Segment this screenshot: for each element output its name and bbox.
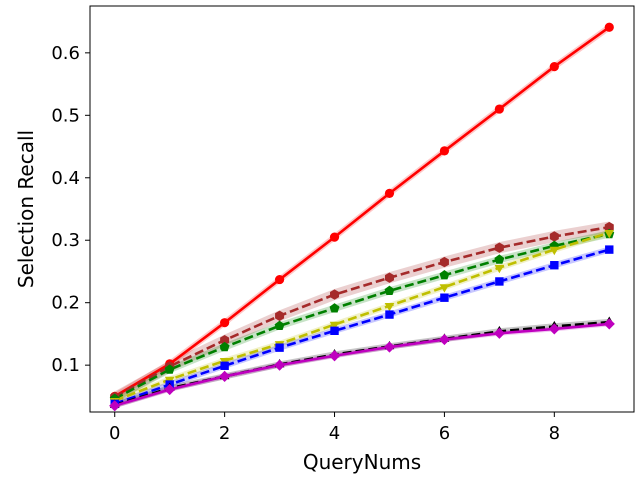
series-1-point	[274, 274, 285, 285]
series-1-point	[494, 104, 504, 114]
series-markers	[109, 22, 615, 412]
series-1-point	[329, 232, 340, 242]
y-tick-label: 0.6	[51, 43, 80, 64]
y-tick-label: 0.1	[51, 355, 80, 376]
series-7-line	[114, 322, 610, 407]
series-7-point	[493, 327, 505, 339]
series-3-point	[274, 320, 285, 331]
series-5-point	[220, 361, 229, 370]
x-tick-label: 4	[329, 423, 340, 444]
series-7-point	[328, 350, 341, 362]
series-2-point	[384, 272, 394, 283]
x-tick-label: 6	[439, 423, 450, 444]
series-7-point	[438, 333, 451, 346]
x-tick-label: 0	[109, 423, 120, 444]
x-tick-label: 2	[219, 423, 230, 444]
series-4-line	[114, 231, 610, 402]
series-2-point	[220, 334, 230, 346]
series-3-point	[164, 364, 175, 374]
series-7-point	[164, 383, 176, 396]
series-5-band	[114, 246, 610, 407]
series-1-band	[114, 23, 610, 401]
series-5-point	[440, 293, 449, 302]
series-2-point	[439, 256, 449, 268]
series-7-point	[219, 370, 231, 382]
series-2-point	[330, 289, 340, 300]
series-5-line	[114, 248, 610, 406]
series-2-line	[114, 225, 610, 399]
series-3-point	[494, 254, 505, 264]
y-tick-label: 0.5	[51, 105, 80, 126]
series-4-point	[549, 246, 560, 256]
series-2-band	[114, 221, 610, 403]
series-2-point	[494, 242, 504, 253]
x-axis-title: QueryNums	[303, 450, 421, 474]
series-5-point	[495, 277, 504, 286]
series-4-point	[384, 303, 395, 312]
plot-frame	[89, 5, 635, 413]
series-lines	[114, 26, 611, 407]
x-tick-label: 8	[549, 423, 560, 444]
y-tick-label: 0.3	[51, 230, 80, 251]
series-5-point	[330, 326, 339, 335]
series-1-point	[384, 188, 395, 198]
series-7-band	[114, 321, 610, 409]
series-2-point	[275, 310, 285, 322]
series-7-point	[603, 318, 615, 330]
series-7-point	[109, 400, 121, 412]
series-3-point	[329, 303, 340, 313]
series-7-point	[273, 359, 286, 371]
series-3-line	[114, 232, 610, 401]
series-4-point	[439, 284, 450, 293]
series-2-point	[604, 221, 614, 233]
series-2-point	[549, 231, 559, 242]
series-5-point	[605, 245, 614, 254]
series-4-point	[604, 229, 615, 239]
series-4-point	[494, 264, 505, 274]
x-axis-ticks: 0 2 4 6 8	[109, 412, 560, 444]
y-axis-ticks: 0.1 0.2 0.3 0.4 0.5 0.6	[51, 43, 90, 376]
series-1-line	[114, 26, 611, 398]
series-7-point	[383, 341, 396, 353]
series-4-point	[329, 321, 340, 331]
y-axis-title: Selection Recall	[14, 130, 38, 288]
series-3-point	[439, 270, 450, 280]
series-1-point	[549, 61, 559, 72]
series-7-point	[548, 323, 560, 335]
series-3-point	[219, 341, 230, 352]
series-5-point	[550, 261, 559, 270]
y-tick-label: 0.4	[51, 168, 80, 189]
series-5-point	[385, 310, 394, 319]
series-1-point	[220, 318, 230, 328]
series-3-point	[384, 285, 395, 296]
series-1-point	[604, 22, 614, 32]
series-5-point	[275, 343, 284, 352]
y-tick-label: 0.2	[51, 293, 80, 314]
series-1-point	[439, 146, 450, 156]
